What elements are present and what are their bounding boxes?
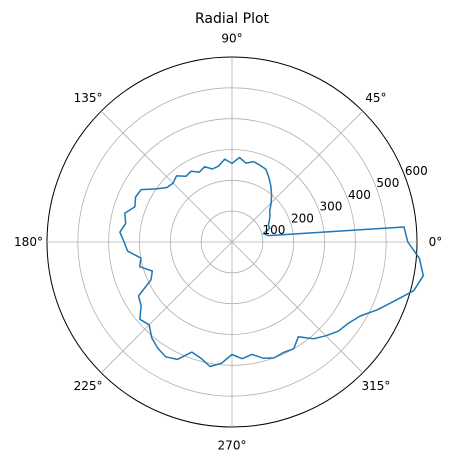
theta-tick-label: 270° — [218, 439, 247, 453]
angular-gridline — [100, 241, 233, 374]
r-tick-label: 400 — [348, 188, 371, 202]
theta-tick-label: 225° — [74, 379, 103, 393]
r-tick-label: 600 — [405, 164, 428, 178]
theta-tick-label: 315° — [361, 379, 390, 393]
theta-tick-label: 180° — [14, 235, 43, 249]
theta-tick-label: 0° — [429, 235, 443, 249]
polar-grid — [46, 56, 418, 428]
chart-title: Radial Plot — [195, 11, 270, 27]
r-tick-label: 100 — [262, 223, 285, 237]
r-tick-label: 300 — [319, 200, 342, 214]
theta-tick-label: 135° — [74, 91, 103, 105]
theta-tick-label: 45° — [365, 91, 386, 105]
theta-tick-label: 90° — [221, 32, 242, 46]
tick-labels: 0° 45° 90° 135° 180° 225° 270° 315° 100 200 300 400… — [14, 32, 442, 453]
series-line — [119, 156, 425, 368]
data-series — [119, 156, 425, 368]
r-tick-label: 500 — [376, 176, 399, 190]
angular-gridline — [100, 110, 233, 243]
angular-gridline — [231, 110, 364, 243]
angular-gridline — [231, 241, 364, 374]
r-tick-label: 200 — [291, 211, 314, 225]
